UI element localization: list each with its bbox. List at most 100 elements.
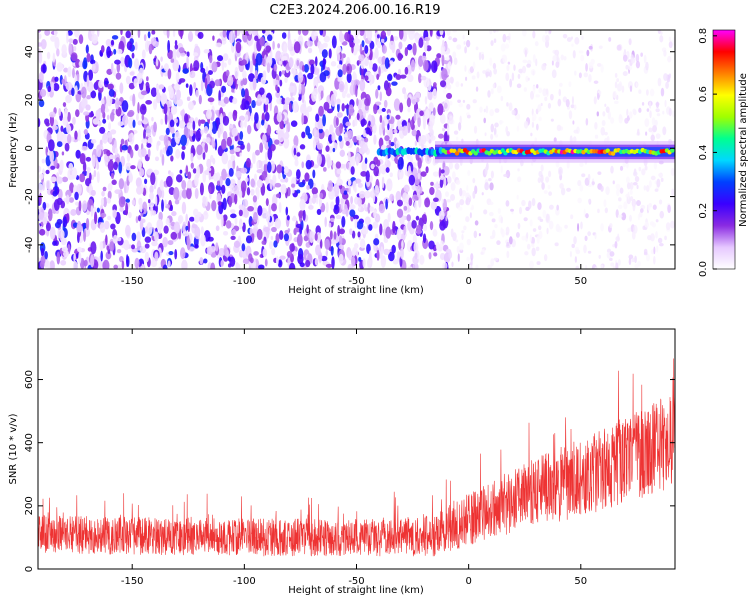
spectral-cell: [645, 61, 649, 71]
spectral-cell: [172, 48, 177, 61]
spectral-cell: [264, 121, 268, 130]
spectral-cell: [140, 147, 147, 157]
spectral-cell: [83, 259, 88, 267]
spectral-cell: [139, 168, 145, 177]
spectral-cell: [393, 129, 398, 134]
spectral-cell: [206, 167, 212, 172]
spectral-cell: [180, 52, 186, 57]
spectral-cell: [81, 145, 88, 151]
spectral-cell: [153, 121, 157, 133]
spectral-cell: [455, 239, 459, 243]
spectral-cell: [560, 54, 565, 61]
spectral-cell: [139, 246, 147, 254]
spectral-cell: [313, 68, 320, 75]
spectral-cell: [537, 104, 542, 112]
spectral-cell: [428, 240, 435, 250]
spectral-cell: [339, 60, 343, 66]
spectral-cell: [302, 30, 309, 36]
spectral-cell: [548, 191, 553, 196]
spectral-cell: [53, 30, 58, 37]
spectral-cell: [38, 118, 41, 128]
spectral-cell: [264, 258, 268, 267]
spectral-cell: [433, 183, 439, 189]
spectral-cell: [60, 125, 64, 133]
spectral-cell: [189, 129, 194, 137]
spectral-cell: [234, 66, 239, 80]
spectral-cell: [455, 136, 459, 141]
spectral-cell: [515, 115, 520, 120]
spectral-cell: [74, 191, 79, 201]
spectral-cell: [622, 71, 628, 77]
spectral-cell: [455, 179, 461, 185]
spectral-cell: [258, 264, 265, 269]
spectral-cell: [566, 187, 571, 192]
spectral-cell: [475, 264, 479, 269]
spectral-cell: [170, 126, 175, 134]
spectral-cell: [383, 248, 390, 256]
spectral-cell: [644, 165, 648, 171]
spectral-cell: [46, 51, 51, 60]
spectral-cell: [341, 216, 346, 228]
spectral-cell: [380, 30, 387, 40]
spectral-cell: [171, 210, 177, 217]
spectral-cell: [587, 250, 592, 254]
spectral-cell: [261, 30, 266, 34]
spectral-cell: [186, 96, 191, 102]
spectral-cell: [357, 182, 363, 188]
spectral-cell: [110, 223, 116, 230]
spectral-cell: [127, 111, 134, 118]
spectral-cell: [170, 231, 178, 240]
spectral-cell: [399, 102, 404, 113]
spectral-cell: [386, 179, 392, 184]
spectral-cell: [397, 119, 401, 128]
spectral-cell: [593, 80, 599, 84]
spectral-cell: [376, 40, 382, 49]
spectral-cell: [123, 180, 127, 194]
spectral-cell: [154, 251, 159, 262]
spectral-cell: [624, 117, 629, 124]
spectral-cell: [345, 162, 350, 170]
spectral-cell: [643, 54, 647, 64]
spectral-cell: [490, 123, 494, 133]
spectral-cell: [151, 240, 158, 247]
spectral-cell: [298, 83, 302, 95]
spectral-cell: [502, 33, 507, 43]
spectral-cell: [606, 248, 612, 254]
spectral-cell: [137, 215, 142, 222]
spectral-cell: [143, 34, 147, 42]
spectral-cell: [313, 31, 318, 37]
spectral-cell: [193, 52, 199, 57]
spectral-cell: [276, 111, 283, 123]
spectral-cell: [543, 190, 548, 194]
spectrogram-y-label: Frequency (Hz): [8, 112, 19, 188]
spectral-cell: [145, 125, 152, 138]
spectral-cell: [330, 61, 337, 67]
spectral-cell: [389, 172, 393, 178]
spectral-cell: [200, 234, 206, 247]
spectral-cell: [161, 199, 164, 212]
spectral-cell: [446, 122, 450, 136]
spectral-cell: [438, 167, 442, 179]
spectral-cell: [662, 126, 667, 136]
spectral-cell: [353, 79, 360, 86]
spectral-cell: [154, 195, 158, 207]
spectral-cell: [53, 199, 60, 211]
spectral-cell: [110, 62, 114, 73]
spectral-cell: [242, 258, 250, 265]
spectral-cell: [39, 228, 46, 236]
spectral-cell: [180, 30, 183, 40]
spectral-cell: [66, 212, 70, 222]
spectral-cell: [525, 206, 530, 211]
spectral-cell: [275, 193, 281, 198]
spectral-cell: [583, 72, 589, 78]
spectral-cell: [465, 76, 468, 81]
spectral-cell: [135, 177, 142, 188]
spectral-cell: [488, 178, 492, 182]
spectral-cell: [72, 260, 78, 269]
spectral-cell: [154, 231, 159, 243]
spectral-cell: [397, 156, 404, 170]
spectral-cell: [491, 218, 496, 223]
spectral-cell: [226, 136, 233, 147]
spectral-cell: [78, 251, 82, 264]
